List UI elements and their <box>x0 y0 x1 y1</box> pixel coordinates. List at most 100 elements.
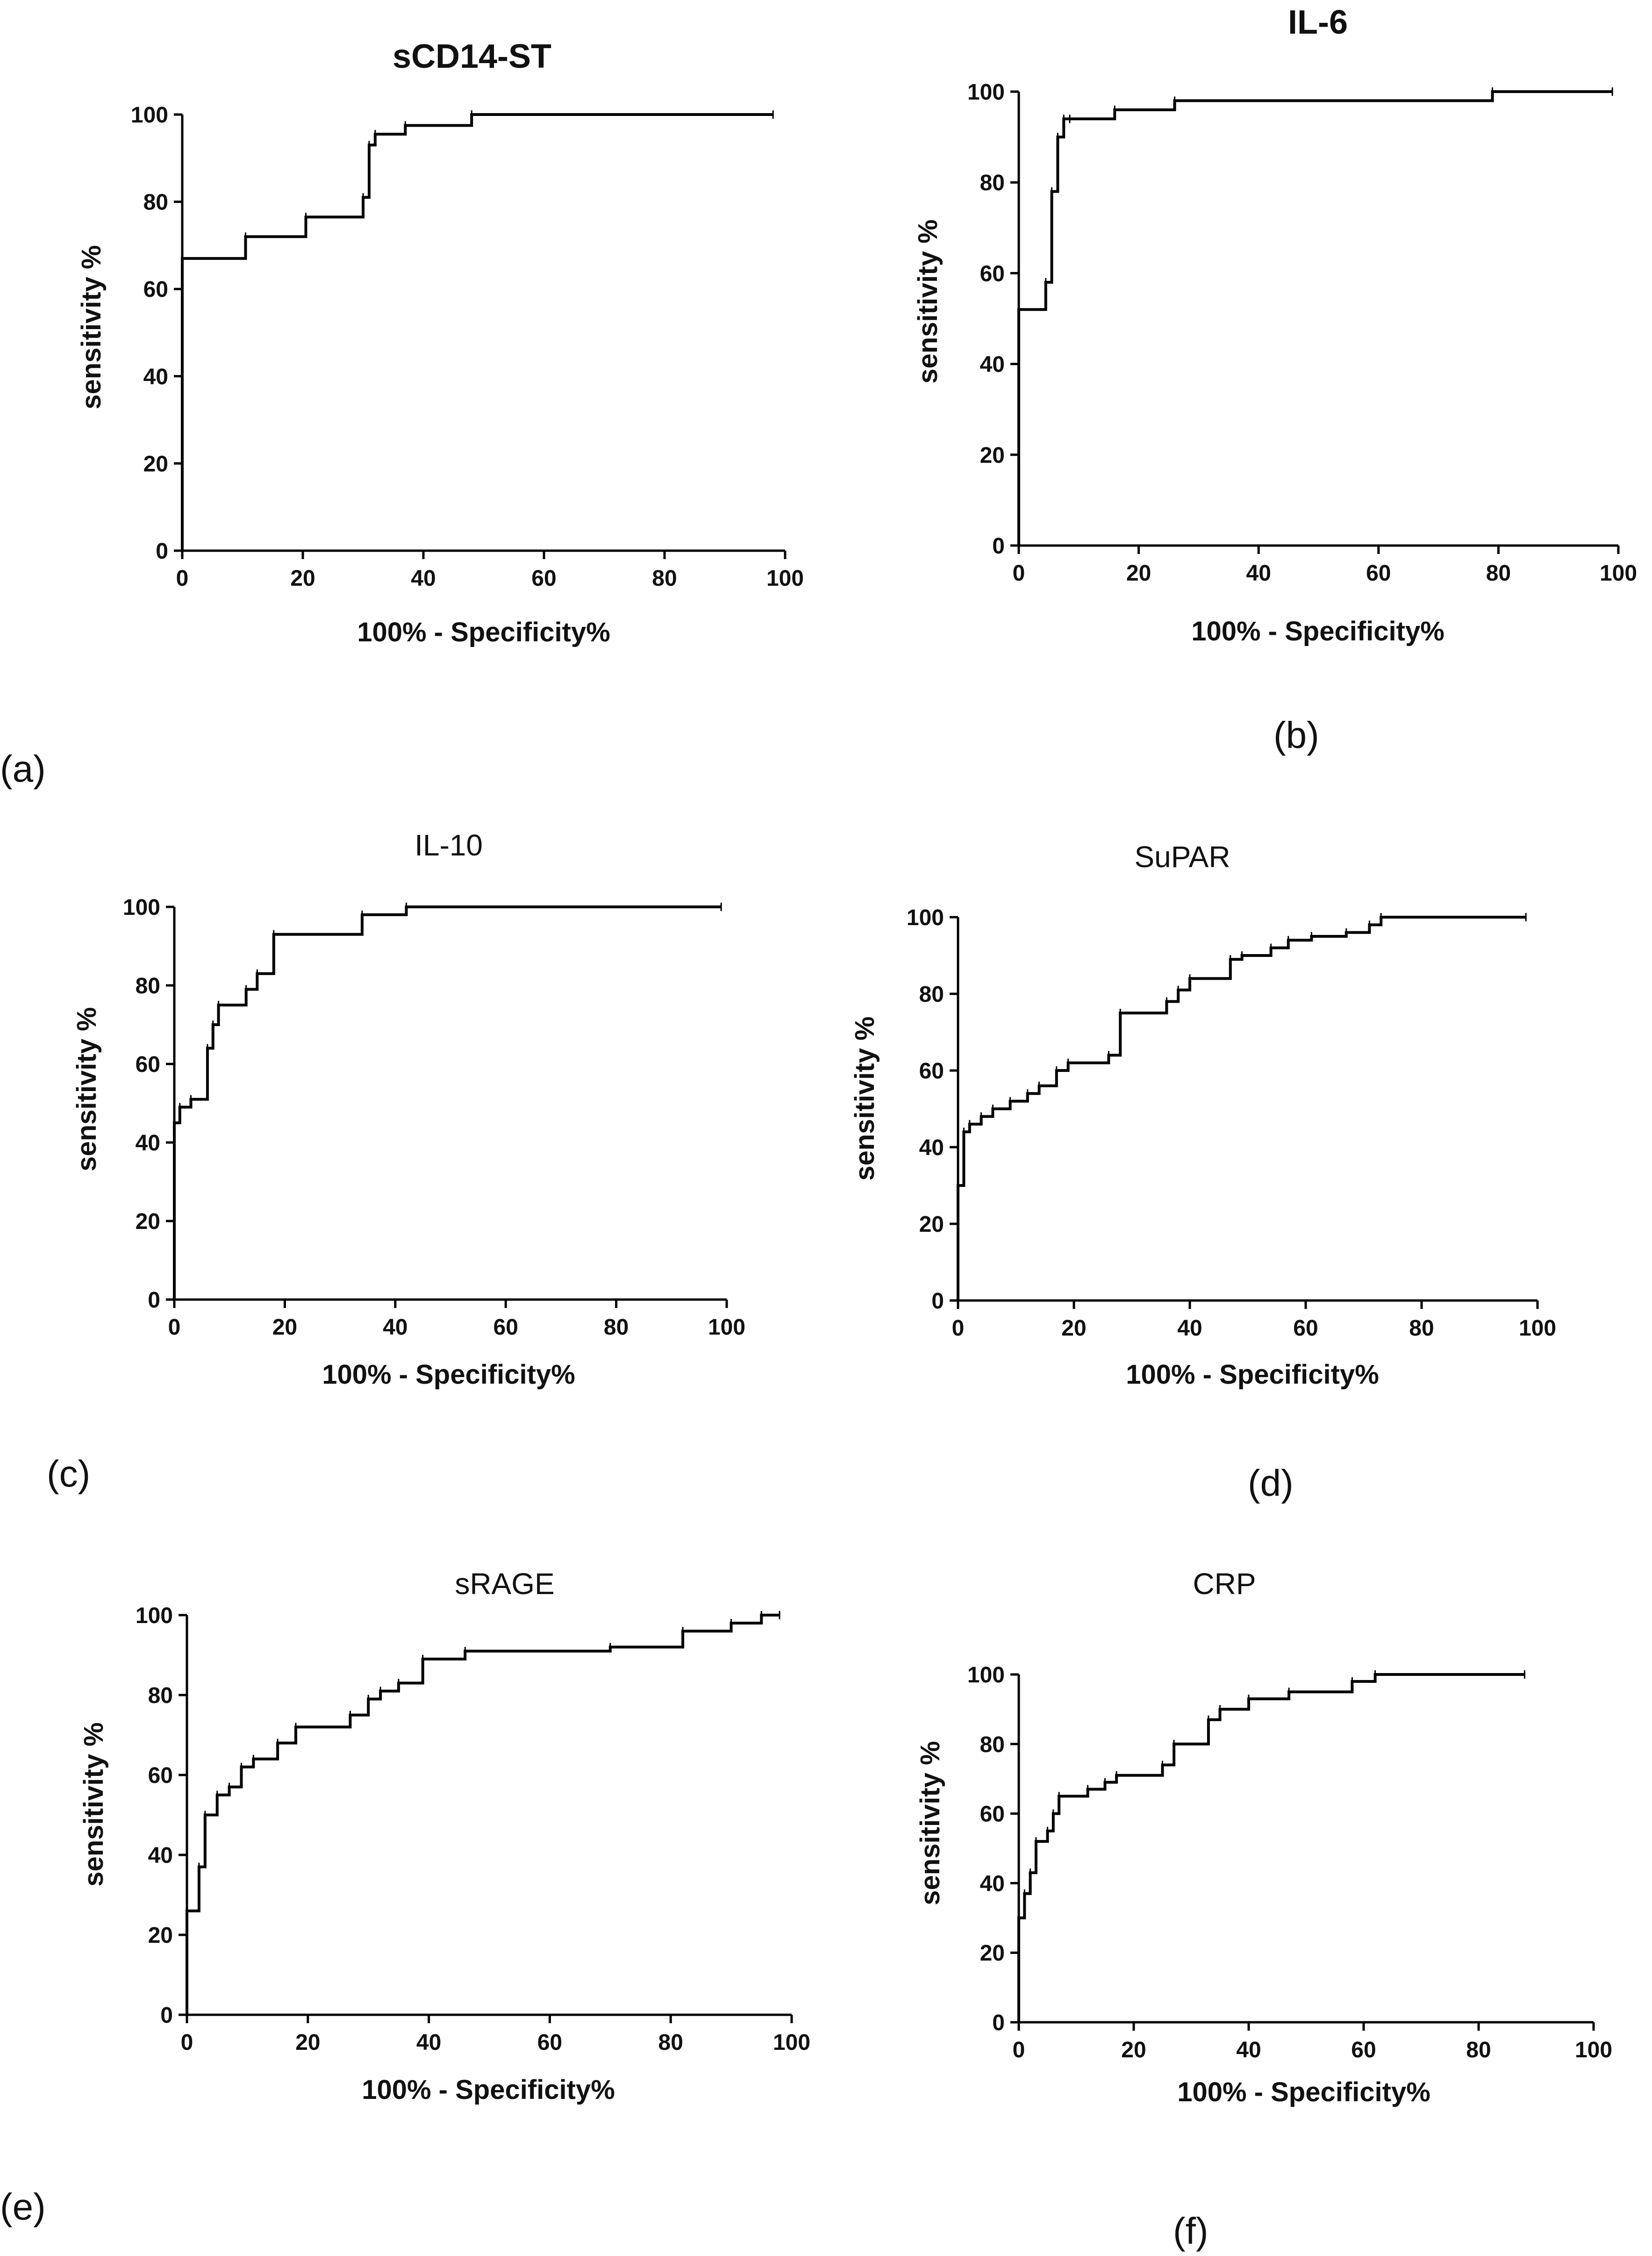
x-tick-label-a-2: 40 <box>411 566 436 591</box>
y-tick-label-e-3: 60 <box>148 1763 173 1788</box>
x-tick-label-a-3: 60 <box>531 566 556 591</box>
y-tick-label-f-0: 0 <box>992 2011 1005 2035</box>
y-tick-label-f-4: 80 <box>980 1732 1005 1757</box>
panel-c: IL-10 sensitivity % 100% - Specificity% … <box>47 828 745 1494</box>
x-axis-label-d: 100% - Specificity% <box>1126 1359 1379 1390</box>
x-tick-label-e-3: 60 <box>537 2030 562 2055</box>
panel-b: IL-6 sensitivity % 100% - Specificity% 0… <box>913 4 1637 756</box>
chart-title-f: CRP <box>1193 1567 1256 1601</box>
x-tick-label-b-1: 20 <box>1126 561 1151 586</box>
y-tick-label-b-5: 100 <box>967 80 1005 105</box>
x-tick-label-c-1: 20 <box>272 1315 297 1340</box>
panel-f: CRP sensitivity % 100% - Specificity% 0 2… <box>915 1567 1612 2252</box>
y-axis-label-e: sensitivity % <box>79 1722 109 1886</box>
y-tick-label-d-0: 0 <box>931 1289 944 1314</box>
panel-caption-d: (d) <box>1248 1462 1294 1504</box>
y-tick-label-e-4: 80 <box>148 1683 173 1708</box>
y-tick-label-d-3: 60 <box>919 1059 944 1084</box>
chart-title-c: IL-10 <box>415 828 483 862</box>
x-tick-label-a-4: 80 <box>652 566 677 591</box>
y-tick-label-b-1: 20 <box>980 443 1005 468</box>
y-tick-label-a-3: 60 <box>143 277 168 302</box>
x-tick-label-b-2: 40 <box>1246 561 1271 586</box>
y-tick-label-a-1: 20 <box>143 452 168 476</box>
y-tick-label-b-3: 60 <box>980 261 1005 286</box>
y-tick-label-a-4: 80 <box>143 190 168 215</box>
x-tick-label-b-0: 0 <box>1013 561 1025 586</box>
x-tick-label-e-1: 20 <box>295 2030 320 2055</box>
y-tick-label-d-2: 40 <box>919 1135 944 1160</box>
x-tick-label-e-5: 100 <box>773 2030 810 2055</box>
y-tick-label-f-3: 60 <box>980 1802 1005 1827</box>
y-tick-label-f-2: 40 <box>980 1871 1005 1896</box>
x-tick-label-f-0: 0 <box>1013 2038 1025 2062</box>
x-tick-label-e-4: 80 <box>658 2030 683 2055</box>
panel-caption-f: (f) <box>1173 2210 1209 2252</box>
y-axis-label-b: sensitivity % <box>913 219 943 383</box>
x-tick-label-c-5: 100 <box>708 1315 745 1340</box>
panel-caption-c: (c) <box>47 1453 90 1494</box>
panel-caption-b: (b) <box>1273 714 1319 756</box>
x-tick-label-c-4: 80 <box>604 1315 629 1340</box>
plot-area-a: 0 20 40 60 80 100 0 20 40 60 80 100 <box>131 103 804 591</box>
roc-curve-e <box>186 1614 780 2015</box>
chart-title-a: sCD14-ST <box>393 38 551 75</box>
y-axis-label-d: sensitivity % <box>850 1016 880 1180</box>
x-tick-label-f-5: 100 <box>1575 2038 1612 2062</box>
x-axis-label-c: 100% - Specificity% <box>322 1359 575 1390</box>
y-tick-label-a-5: 100 <box>131 103 168 128</box>
y-axis-label-f: sensitivity % <box>915 1741 945 1905</box>
x-axis-label-e: 100% - Specificity% <box>362 2075 615 2105</box>
roc-curve-d <box>957 916 1526 1300</box>
x-tick-label-d-4: 80 <box>1409 1316 1434 1341</box>
y-tick-label-b-2: 40 <box>980 352 1005 377</box>
panel-e: sRAGE sensitivity % 100% - Specificity% … <box>0 1567 810 2227</box>
x-tick-label-b-3: 60 <box>1366 561 1391 586</box>
y-tick-label-c-4: 80 <box>136 974 160 999</box>
y-tick-label-c-0: 0 <box>148 1288 160 1313</box>
x-tick-label-a-1: 20 <box>290 566 315 591</box>
y-tick-label-d-5: 100 <box>907 905 944 930</box>
plot-area-d: 0 20 40 60 80 100 0 20 40 60 80 100 <box>907 905 1556 1341</box>
roc-curve-f <box>1017 1673 1525 2022</box>
y-tick-label-f-5: 100 <box>967 1663 1005 1688</box>
x-axis-label-b: 100% - Specificity% <box>1191 616 1445 647</box>
x-tick-label-f-4: 80 <box>1466 2038 1491 2062</box>
y-tick-label-e-0: 0 <box>160 2003 173 2028</box>
x-tick-label-c-3: 60 <box>493 1315 518 1340</box>
y-tick-label-e-5: 100 <box>136 1603 173 1628</box>
y-tick-label-e-1: 20 <box>148 1923 173 1948</box>
y-axis-label-a: sensitivity % <box>76 245 107 409</box>
y-tick-label-c-2: 40 <box>136 1131 160 1156</box>
x-tick-label-f-3: 60 <box>1351 2038 1376 2062</box>
y-tick-label-c-3: 60 <box>136 1052 160 1077</box>
panel-caption-a: (a) <box>0 748 46 790</box>
plot-area-c: 0 20 40 60 80 100 0 20 40 60 80 100 <box>123 895 745 1340</box>
y-tick-label-c-1: 20 <box>136 1209 160 1234</box>
y-tick-label-e-2: 40 <box>148 1843 173 1868</box>
x-tick-label-b-5: 100 <box>1600 561 1637 586</box>
x-tick-label-f-1: 20 <box>1121 2038 1146 2062</box>
plot-area-b: 0 20 40 60 80 100 0 20 40 60 80 100 <box>967 80 1637 586</box>
y-tick-label-b-0: 0 <box>992 534 1005 559</box>
plot-area-f: 0 20 40 60 80 100 0 20 40 60 80 100 <box>967 1663 1612 2062</box>
x-tick-label-c-0: 0 <box>168 1315 181 1340</box>
panel-caption-e: (e) <box>0 2186 46 2227</box>
y-tick-label-a-0: 0 <box>156 539 168 564</box>
y-tick-label-d-4: 80 <box>919 982 944 1007</box>
chart-title-b: IL-6 <box>1288 4 1348 41</box>
y-tick-label-c-5: 100 <box>123 895 160 920</box>
x-tick-label-d-5: 100 <box>1519 1316 1556 1341</box>
x-axis-label-f: 100% - Specificity% <box>1177 2077 1430 2107</box>
x-tick-label-d-3: 60 <box>1293 1316 1318 1341</box>
x-tick-label-f-2: 40 <box>1236 2038 1261 2062</box>
x-axis-label-a: 100% - Specificity% <box>357 617 610 647</box>
panel-d: SuPAR sensitivity % 100% - Specificity% … <box>850 840 1556 1504</box>
roc-curve-b <box>1017 90 1613 546</box>
x-tick-label-a-5: 100 <box>766 566 804 591</box>
y-tick-label-b-4: 80 <box>980 171 1005 195</box>
y-tick-label-d-1: 20 <box>919 1212 944 1237</box>
x-tick-label-d-2: 40 <box>1177 1316 1202 1341</box>
x-tick-label-c-2: 40 <box>383 1315 408 1340</box>
chart-title-e: sRAGE <box>455 1567 554 1601</box>
